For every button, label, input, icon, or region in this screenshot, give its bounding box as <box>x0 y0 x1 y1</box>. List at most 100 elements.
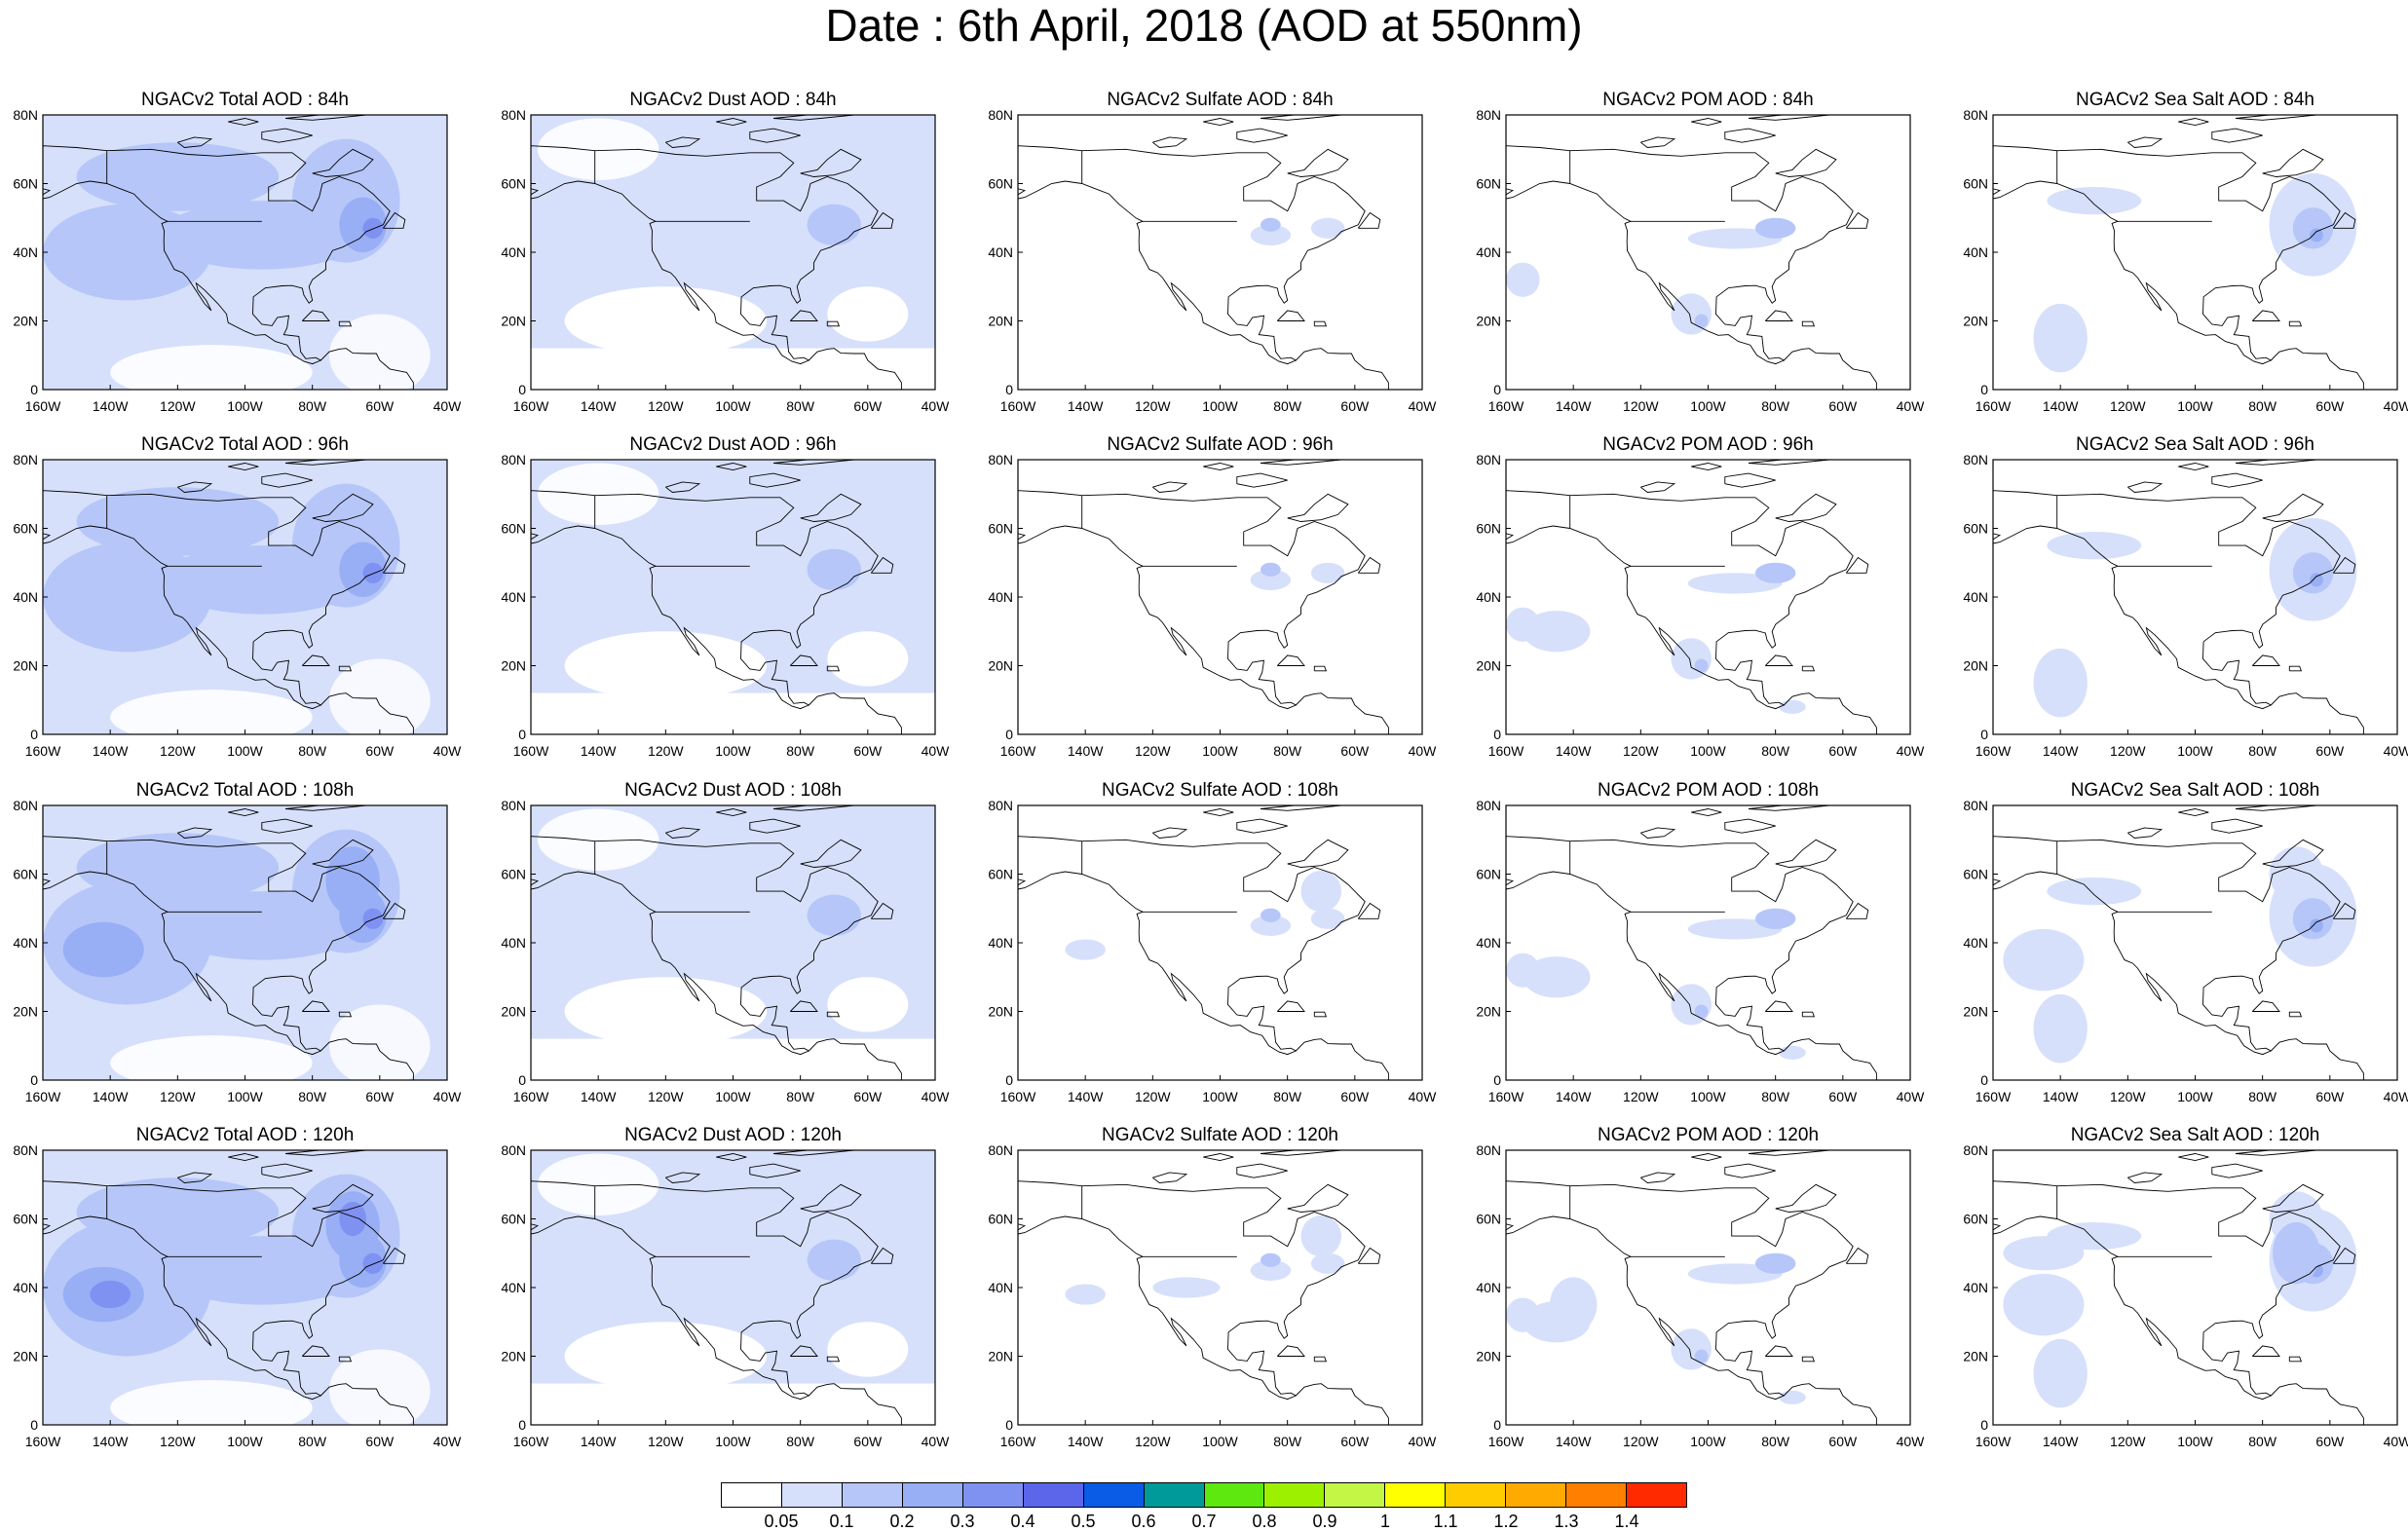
lon-tick-label: 160W <box>25 1089 61 1104</box>
aod-field-patch <box>2003 928 2085 991</box>
lon-tick-label: 140W <box>93 1434 129 1449</box>
lat-tick-label: 80N <box>501 107 526 123</box>
coastline <box>1993 490 2341 710</box>
coastline <box>1018 836 1366 1056</box>
coastline <box>808 1038 902 1080</box>
lon-tick-label: 60W <box>365 1089 395 1104</box>
colorbar-label: 0.5 <box>1071 1512 1096 1531</box>
aod-field-patch <box>1310 217 1345 239</box>
aod-field-patch <box>1250 1259 1292 1281</box>
coastline <box>382 556 406 574</box>
lat-tick-label: 0 <box>518 1417 526 1433</box>
aod-field-patch <box>1754 217 1796 239</box>
panel-title: NGACv2 Total AOD : 108h <box>135 780 355 801</box>
coastline <box>2178 808 2209 817</box>
lon-tick-label: 100W <box>715 1089 751 1104</box>
lon-tick-label: 40W <box>433 743 463 759</box>
coastline <box>716 808 747 817</box>
colorbar-label: 1.1 <box>1433 1512 1458 1531</box>
coastline <box>800 1183 862 1213</box>
lat-tick-label: 80N <box>1963 1142 1988 1158</box>
lat-tick-label: 20N <box>13 658 38 674</box>
coastline <box>2270 692 2364 734</box>
coastline <box>716 1153 747 1162</box>
coastline <box>1260 115 1342 121</box>
aod-field-patch <box>325 846 380 915</box>
aod-field <box>1993 1150 2364 1425</box>
aod-field-patch <box>1694 314 1709 328</box>
aod-field-patch <box>1310 908 1345 929</box>
lon-tick-label: 140W <box>581 743 617 759</box>
coastline <box>261 818 313 834</box>
aod-field-patch <box>1523 611 1591 653</box>
aod-field-patch <box>1694 658 1709 673</box>
coastline <box>1691 118 1722 127</box>
aod-field-patch <box>564 631 768 700</box>
coastline <box>1276 310 1305 321</box>
aod-field-patch <box>682 545 817 615</box>
aod-field-patch <box>2310 228 2323 243</box>
lon-tick-label: 100W <box>1690 743 1726 759</box>
lat-tick-label: 0 <box>518 1072 526 1088</box>
lat-tick-label: 60N <box>501 521 526 537</box>
lon-tick-label: 80W <box>1273 1089 1302 1104</box>
aod-field-patch <box>1300 1214 1341 1257</box>
lon-tick-label: 40W <box>922 743 951 759</box>
lon-tick-label: 120W <box>160 1089 196 1104</box>
coastline <box>1203 463 1234 471</box>
lon-tick-label: 160W <box>1488 1434 1524 1449</box>
lon-tick-label: 80W <box>786 1434 815 1449</box>
lon-tick-label: 80W <box>786 398 815 414</box>
lon-tick-label: 100W <box>227 1089 263 1104</box>
aod-field-patch <box>682 201 817 270</box>
lon-tick-label: 120W <box>648 1434 684 1449</box>
map-frame <box>1017 459 1423 735</box>
lon-tick-label: 100W <box>1202 743 1238 759</box>
lon-tick-label: 140W <box>93 398 129 414</box>
lon-tick-label: 160W <box>1000 1089 1036 1104</box>
lat-tick-label: 60N <box>13 867 38 882</box>
aod-field-patch <box>827 1322 909 1377</box>
lat-tick-label: 60N <box>13 1212 38 1227</box>
coastline <box>789 1000 818 1012</box>
lon-tick-label: 120W <box>648 398 684 414</box>
coastline <box>2270 348 2364 390</box>
coastline <box>1801 1011 1816 1018</box>
lat-tick-label: 20N <box>13 314 38 329</box>
lat-tick-label: 60N <box>988 176 1013 192</box>
lon-tick-label: 60W <box>2315 1089 2345 1104</box>
aod-field-patch <box>2269 846 2323 902</box>
panel-title: NGACv2 Total AOD : 84h <box>141 90 349 110</box>
lat-tick-label: 80N <box>13 107 38 123</box>
coastline <box>1775 839 1837 868</box>
lat-tick-label: 80N <box>1963 452 1988 467</box>
lat-tick-label: 40N <box>13 935 38 951</box>
lon-tick-label: 160W <box>1975 743 2012 759</box>
lat-tick-label: 80N <box>1476 1142 1501 1158</box>
lat-tick-label: 60N <box>501 867 526 882</box>
coastline <box>800 839 862 868</box>
lat-tick-label: 60N <box>1963 867 1988 882</box>
lat-tick-label: 0 <box>1980 727 1988 742</box>
coastline <box>665 481 701 493</box>
lon-tick-label: 40W <box>2384 1434 2408 1449</box>
aod-field-patch <box>1754 562 1796 583</box>
lat-tick-label: 80N <box>1476 452 1501 467</box>
aod-field-patch <box>62 921 144 978</box>
lon-tick-label: 100W <box>1202 1434 1238 1449</box>
coastline <box>2211 818 2263 834</box>
colorbar-label: 0.2 <box>889 1512 915 1531</box>
aod-field-patch <box>1260 1252 1281 1267</box>
lat-tick-label: 0 <box>1005 1072 1013 1088</box>
coastline <box>749 818 801 834</box>
coastline <box>2178 1153 2209 1162</box>
lon-tick-label: 160W <box>1000 743 1036 759</box>
colorbar-swatch <box>1566 1483 1628 1507</box>
coastline <box>301 654 330 666</box>
coastline <box>1357 902 1381 919</box>
lon-tick-label: 100W <box>715 1434 751 1449</box>
lat-tick-label: 80N <box>1963 798 1988 813</box>
aod-field-patch <box>2292 207 2334 249</box>
